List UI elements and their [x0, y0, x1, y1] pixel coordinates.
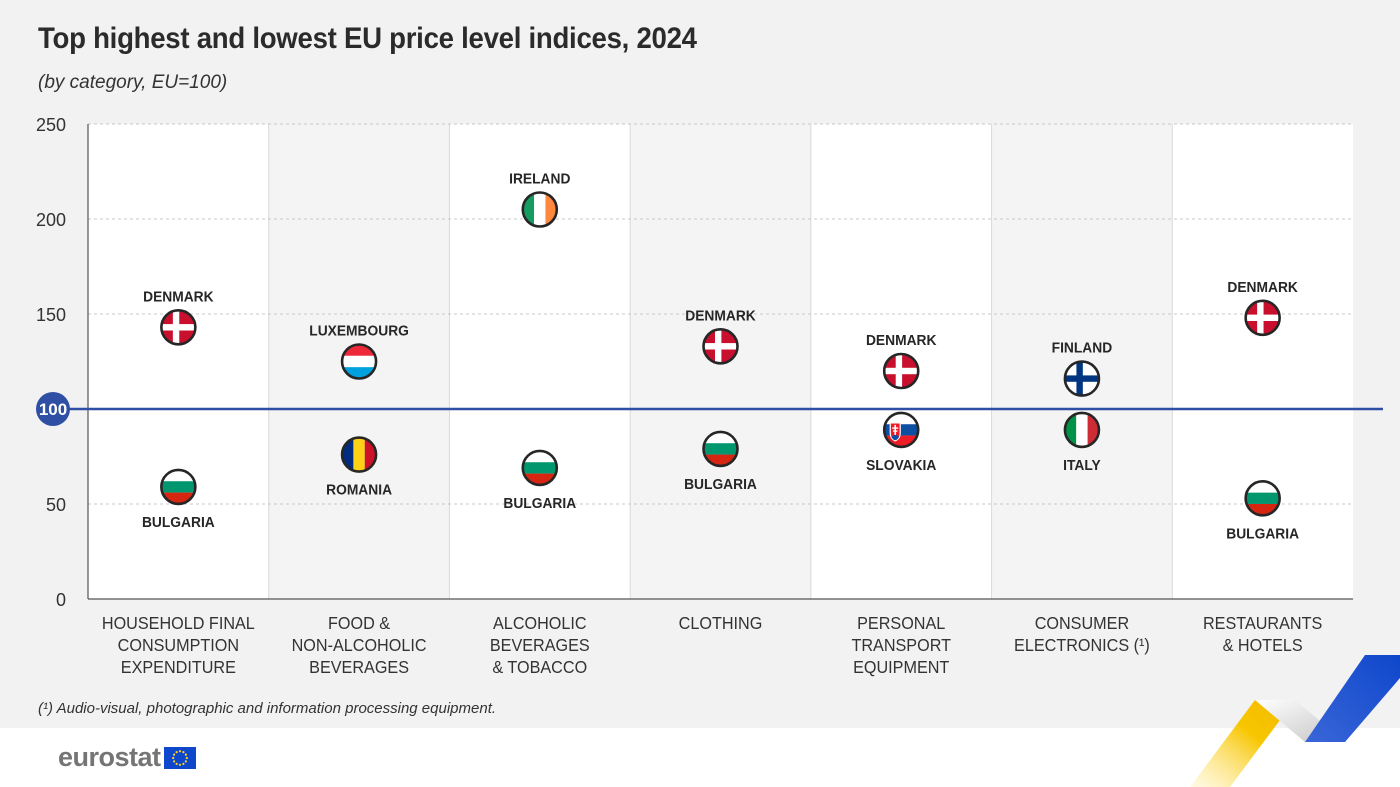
data-point-bulgaria: BULGARIA — [142, 468, 215, 531]
logo-text: eurostat — [58, 742, 161, 772]
data-point-romania: ROMANIA — [326, 436, 393, 499]
data-point-finland: FINLAND — [1052, 340, 1113, 397]
y-tick-label: 250 — [36, 115, 66, 135]
country-label: LUXEMBOURG — [309, 323, 409, 340]
slovakia-flag-icon — [884, 412, 919, 447]
country-label: IRELAND — [509, 171, 570, 188]
category-panel — [1172, 124, 1353, 599]
flag-border — [160, 468, 197, 506]
data-point-luxembourg: LUXEMBOURG — [309, 323, 409, 380]
category-label: PERSONAL TRANSPORT EQUIPMENT — [851, 613, 951, 677]
country-label: SLOVAKIA — [866, 457, 937, 474]
country-label: BULGARIA — [142, 514, 215, 531]
country-label: DENMARK — [866, 333, 937, 350]
flag-border — [340, 343, 378, 380]
price-level-chart: 0 50 150 200 250 100 DENMARK LUXEMBOURG IRELAN… — [36, 115, 1383, 677]
bulgaria-flag-icon — [703, 431, 738, 466]
yellow-chevron — [1190, 700, 1295, 787]
luxembourg-flag-icon — [342, 344, 377, 379]
italy-flag-icon — [1064, 412, 1099, 447]
chart-subtitle: (by category, EU=100) — [38, 72, 228, 93]
flag-border — [1063, 411, 1101, 449]
eurostat-logo: eurostat — [58, 742, 196, 773]
y-tick-label: 200 — [36, 210, 66, 230]
flag-border — [702, 430, 739, 468]
reference-line-group: 100 — [36, 392, 1383, 426]
y-axis: 0 50 150 200 250 — [36, 115, 1353, 610]
bulgaria-flag-icon — [522, 450, 557, 485]
y-tick-label: 150 — [36, 305, 66, 325]
data-points: DENMARK LUXEMBOURG IRELAND DENMARK DENMARK FI… — [142, 171, 1300, 542]
flag-border — [882, 352, 920, 390]
footer — [0, 728, 1400, 787]
data-point-denmark: DENMARK — [1227, 279, 1298, 337]
flag-border — [1244, 299, 1281, 337]
data-point-denmark: DENMARK — [685, 308, 756, 365]
category-label: RESTAURANTS & HOTELS — [1203, 613, 1322, 655]
reference-label: 100 — [39, 400, 67, 419]
gridlines — [88, 123, 1353, 505]
category-panel — [88, 124, 269, 599]
flag-border — [160, 308, 197, 346]
flag-border — [1063, 360, 1101, 397]
flag-border — [521, 449, 559, 487]
y-tick-label: 0 — [56, 590, 66, 610]
data-point-italy: ITALY — [1063, 411, 1101, 474]
data-point-denmark: DENMARK — [143, 289, 214, 346]
data-point-ireland: IRELAND — [509, 171, 570, 228]
country-label: DENMARK — [1227, 279, 1298, 296]
category-label: CLOTHING — [679, 613, 763, 633]
footnote: (¹) Audio-visual, photographic and infor… — [38, 700, 497, 717]
flag-border — [1244, 479, 1281, 517]
ireland-flag-icon — [522, 192, 557, 227]
category-label: FOOD & NON-ALCOHOLIC BEVERAGES — [292, 613, 427, 677]
country-label: ITALY — [1063, 457, 1101, 474]
data-point-bulgaria: BULGARIA — [1226, 479, 1300, 543]
flag-border — [340, 436, 378, 473]
data-point-denmark: DENMARK — [866, 333, 937, 390]
country-label: BULGARIA — [1226, 526, 1299, 543]
country-label: ROMANIA — [326, 482, 392, 499]
country-label: FINLAND — [1052, 340, 1113, 357]
category-label: CONSUMER ELECTRONICS (¹) — [1014, 613, 1150, 655]
blue-chevron — [1305, 655, 1400, 742]
data-point-slovakia: SLOVAKIA — [866, 411, 937, 474]
category-label: ALCOHOLIC BEVERAGES & TOBACCO — [490, 613, 590, 677]
flag-border — [702, 327, 739, 365]
data-point-bulgaria: BULGARIA — [503, 449, 577, 512]
romania-flag-icon — [342, 437, 377, 472]
category-panels — [88, 124, 1353, 599]
data-point-bulgaria: BULGARIA — [684, 430, 757, 493]
y-tick-label: 50 — [46, 495, 66, 515]
country-label: BULGARIA — [684, 476, 757, 493]
country-label: DENMARK — [143, 289, 214, 306]
chart-title: Top highest and lowest EU price level in… — [38, 22, 697, 55]
country-label: BULGARIA — [503, 495, 576, 512]
bulgaria-flag-icon — [1245, 481, 1280, 516]
eu-flag-icon — [163, 746, 196, 769]
reference-badge — [36, 392, 70, 426]
bulgaria-flag-icon — [161, 469, 196, 504]
flag-border — [521, 191, 559, 228]
flag-border — [882, 411, 920, 449]
country-label: DENMARK — [685, 308, 756, 325]
x-axis-category-labels: HOUSEHOLD FINAL CONSUMPTION EXPENDITURE FOO… — [102, 613, 1322, 677]
category-label: HOUSEHOLD FINAL CONSUMPTION EXPENDITURE — [102, 613, 255, 677]
